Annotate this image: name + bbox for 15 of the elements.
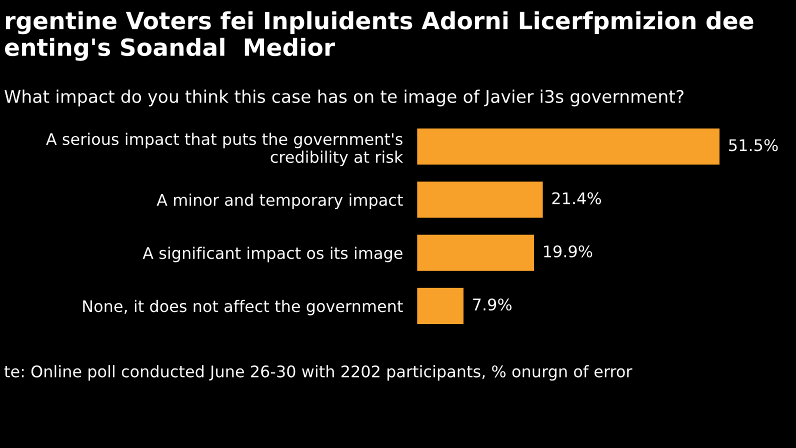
y-tick-label: A minor and temporary impact (156, 194, 403, 210)
y-tick-label: None, it does not affect the government (83, 300, 403, 316)
bar (417, 182, 543, 218)
y-tick-label: A serious impact that puts the government's credibility at risk (46, 132, 404, 166)
chart-subtitle: What impact do you think this case has on te image of Javier i3s government? (4, 90, 684, 106)
data-label: 21.4% (552, 192, 601, 204)
bar (417, 288, 464, 324)
data-label: 51.5% (729, 139, 778, 152)
y-tick-label: A significant impact os its image (142, 246, 402, 262)
text: te: Online poll conducted June 26-30 with 2202 participants, % onurgn of error (4, 365, 632, 381)
data-label: 7.9% (473, 298, 512, 311)
bar (417, 128, 720, 165)
chart-title: rgentine Voters fei Inpluidents Adorni Licerfpmizion dee enting's Soandal Medior (4, 11, 754, 61)
data-label: 19.9% (544, 245, 592, 258)
bar (417, 234, 534, 271)
